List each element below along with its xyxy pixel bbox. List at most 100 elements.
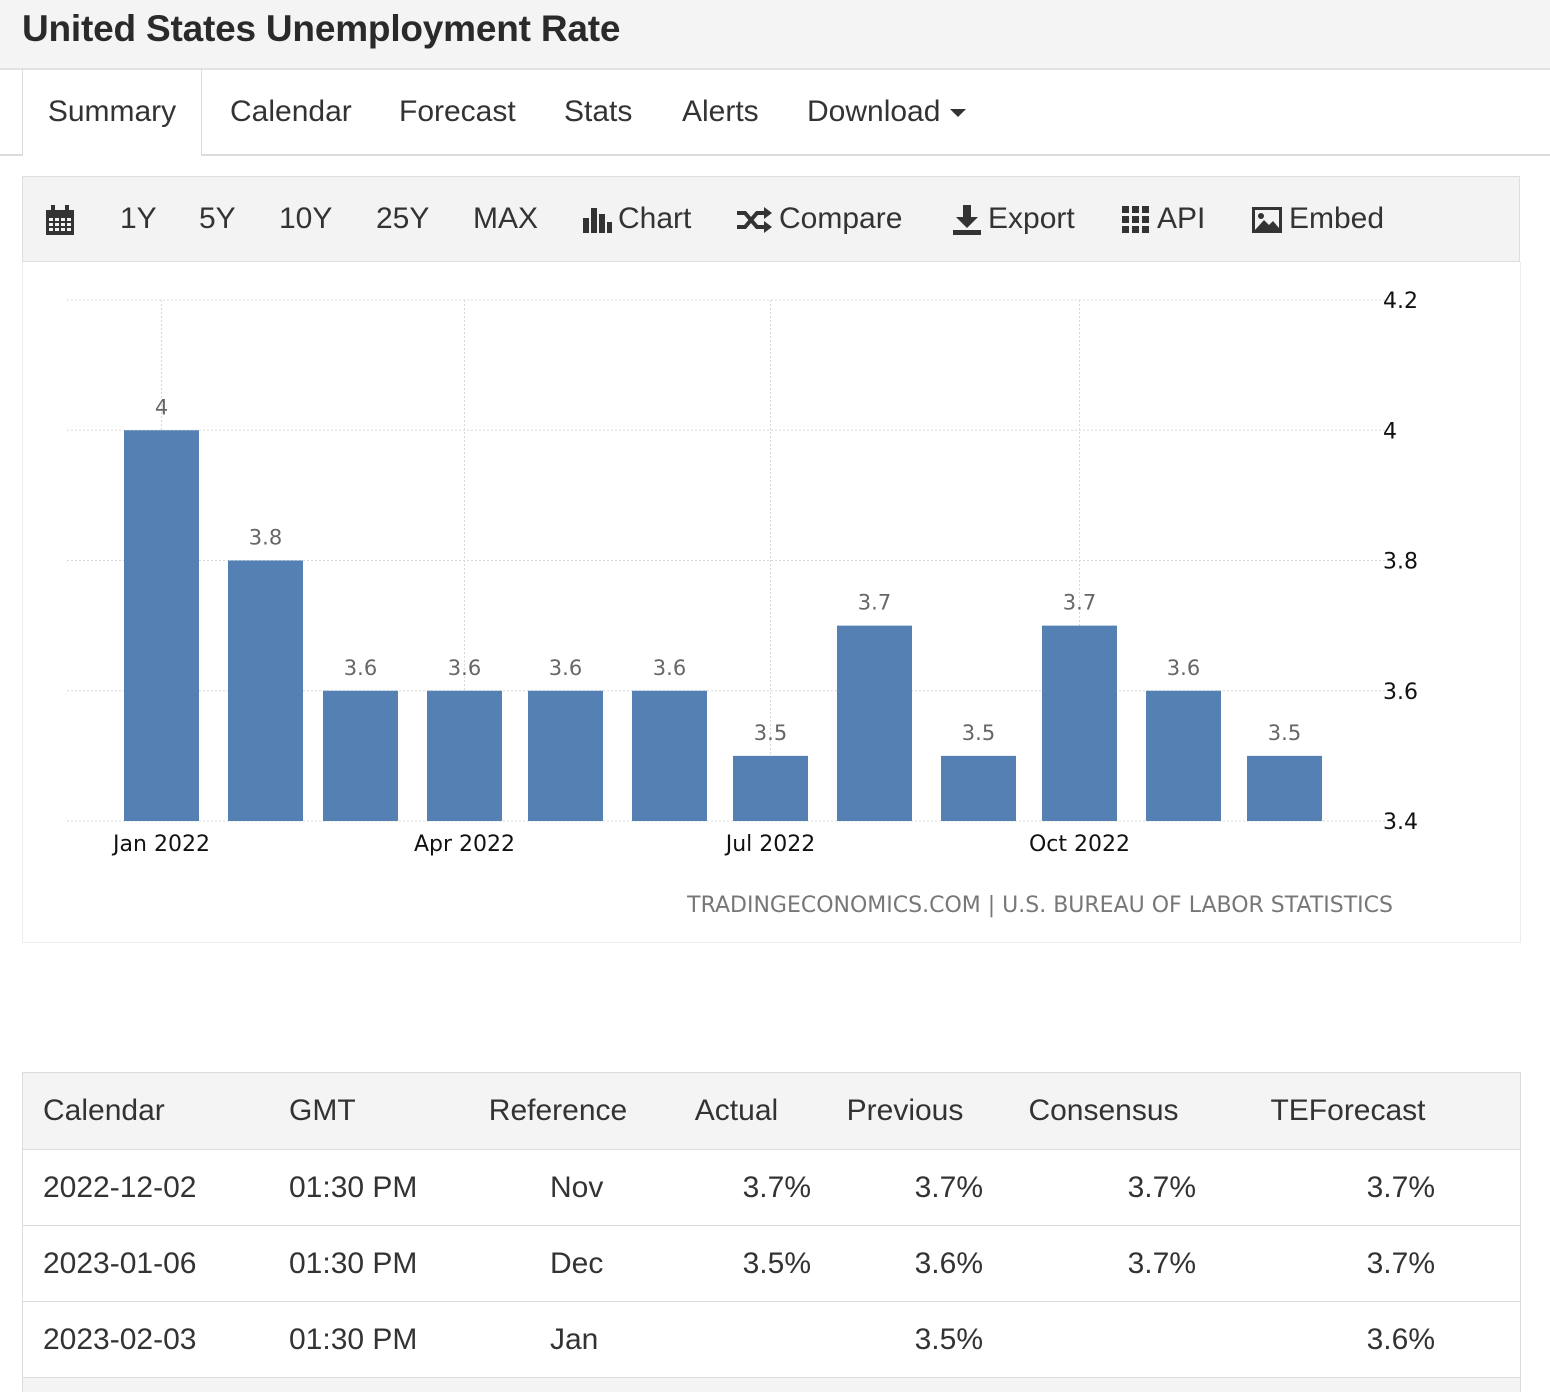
x-tick-label: Oct 2022: [1029, 832, 1130, 857]
bar-chart-icon: [582, 206, 612, 234]
cell-teforecast: 3.7%: [1216, 1226, 1520, 1302]
tab-stats[interactable]: Stats: [564, 70, 632, 154]
tab-summary[interactable]: Summary: [22, 70, 202, 156]
cell-reference: Dec: [462, 1226, 654, 1302]
x-tick-label: Jul 2022: [724, 832, 816, 857]
y-tick-label: 3.4: [1383, 810, 1418, 835]
cell-reference: Nov: [462, 1150, 654, 1226]
cell-teforecast: 3.6%: [1216, 1302, 1520, 1378]
bar: [124, 430, 199, 821]
page-title: United States Unemployment Rate: [22, 8, 620, 50]
bar: [228, 561, 303, 822]
bar-data-label: 3.6: [344, 656, 377, 680]
chart-source-credit: TRADINGECONOMICS.COM | U.S. BUREAU OF LA…: [686, 893, 1393, 918]
bar-data-label: 3.6: [549, 656, 582, 680]
y-tick-label: 3.6: [1383, 680, 1418, 705]
bar: [323, 691, 398, 821]
bar: [733, 756, 808, 821]
bar-data-label: 3.5: [962, 721, 995, 745]
col-header-previous: Previous: [819, 1073, 991, 1150]
cell-actual: 3.7%: [654, 1150, 819, 1226]
tab-forecast[interactable]: Forecast: [399, 70, 516, 154]
bar-data-label: 3.8: [249, 526, 282, 550]
cell-previous: 3.5%: [819, 1302, 991, 1378]
col-header-consensus: Consensus: [991, 1073, 1216, 1150]
bar-data-label: 3.6: [653, 656, 686, 680]
col-header-reference: Reference: [462, 1073, 654, 1150]
cell-gmt: 01:30 PM: [277, 1302, 462, 1378]
col-header-gmt: GMT: [277, 1073, 462, 1150]
export-button[interactable]: Export: [952, 177, 1075, 261]
tab-bar: Summary Calendar Forecast Stats Alerts D…: [0, 70, 1550, 156]
range-5y-button[interactable]: 5Y: [199, 177, 236, 261]
bar-data-label: 3.7: [1063, 591, 1096, 615]
caret-down-icon: [950, 109, 966, 117]
col-header-calendar: Calendar: [23, 1073, 277, 1150]
table-row: 2023-02-03 01:30 PM Jan 3.5% 3.6%: [23, 1302, 1520, 1378]
title-bar: United States Unemployment Rate: [0, 0, 1550, 70]
cell-date: 2023-01-06: [23, 1226, 277, 1302]
bar: [1042, 626, 1117, 821]
embed-label: Embed: [1289, 202, 1384, 235]
chart-type-button[interactable]: Chart: [582, 177, 691, 261]
table-row: 2022-12-02 01:30 PM Nov 3.7% 3.7% 3.7% 3…: [23, 1150, 1520, 1226]
compare-button[interactable]: Compare: [735, 177, 902, 261]
bar-data-label: 4: [155, 395, 168, 419]
shuffle-icon: [735, 206, 773, 234]
x-tick-label: Apr 2022: [414, 832, 515, 857]
grid-icon: [1121, 205, 1151, 235]
chart-toolbar: 1Y 5Y 10Y 25Y MAX Chart Compare Export: [22, 176, 1520, 262]
range-1y-button[interactable]: 1Y: [120, 177, 157, 261]
cell-previous: 3.6%: [819, 1226, 991, 1302]
export-label: Export: [988, 202, 1075, 235]
cell-consensus: 3.7%: [991, 1150, 1216, 1226]
cell-actual: [654, 1302, 819, 1378]
bar: [941, 756, 1016, 821]
image-icon: [1251, 206, 1283, 234]
cell-gmt: 01:30 PM: [277, 1226, 462, 1302]
bar: [528, 691, 603, 821]
bar-data-label: 3.5: [1268, 721, 1301, 745]
tab-alerts[interactable]: Alerts: [682, 70, 759, 154]
tab-download-label: Download: [807, 95, 940, 128]
bar: [427, 691, 502, 821]
api-button[interactable]: API: [1121, 177, 1205, 261]
bar: [1247, 756, 1322, 821]
cell-consensus: [991, 1302, 1216, 1378]
download-icon: [952, 204, 982, 236]
bar-data-label: 3.7: [858, 591, 891, 615]
x-tick-label: Jan 2022: [111, 832, 210, 857]
unemployment-bar-chart: 4.2 4 3.8 3.6 3.4 4 3.8 3.6 3.6 3.6 3.6 3.5 3.7 3.5 3.…: [23, 262, 1520, 942]
table-row: 2023-01-06 01:30 PM Dec 3.5% 3.6% 3.7% 3…: [23, 1226, 1520, 1302]
cell-gmt: 01:30 PM: [277, 1150, 462, 1226]
bar-data-label: 3.6: [448, 656, 481, 680]
bar: [1146, 691, 1221, 821]
tab-calendar[interactable]: Calendar: [230, 70, 352, 154]
chart-label: Chart: [618, 202, 691, 235]
y-tick-label: 4.2: [1383, 289, 1418, 314]
cell-previous: 3.7%: [819, 1150, 991, 1226]
range-10y-button[interactable]: 10Y: [279, 177, 332, 261]
col-header-teforecast: TEForecast: [1216, 1073, 1520, 1150]
y-tick-label: 3.8: [1383, 550, 1418, 575]
cell-date: 2022-12-02: [23, 1150, 277, 1226]
cell-consensus: 3.7%: [991, 1226, 1216, 1302]
range-25y-button[interactable]: 25Y: [376, 177, 429, 261]
bar-data-label: 3.6: [1167, 656, 1200, 680]
cell-date: 2023-02-03: [23, 1302, 277, 1378]
cell-actual: 3.5%: [654, 1226, 819, 1302]
range-max-button[interactable]: MAX: [473, 177, 538, 261]
compare-label: Compare: [779, 202, 902, 235]
embed-button[interactable]: Embed: [1251, 177, 1384, 261]
cell-reference: Jan: [462, 1302, 654, 1378]
calendar-icon: [45, 204, 75, 236]
calendar-picker-button[interactable]: [45, 177, 81, 261]
tab-download[interactable]: Download: [807, 70, 966, 154]
y-tick-label: 4: [1383, 419, 1397, 444]
col-header-actual: Actual: [654, 1073, 819, 1150]
chart-container: 4.2 4 3.8 3.6 3.4 4 3.8 3.6 3.6 3.6 3.6 3.5 3.7 3.5 3.…: [22, 262, 1521, 943]
bar: [837, 626, 912, 821]
cell-teforecast: 3.7%: [1216, 1150, 1520, 1226]
table-header-row: Calendar GMT Reference Actual Previous C…: [23, 1073, 1520, 1150]
calendar-table: Calendar GMT Reference Actual Previous C…: [22, 1072, 1521, 1392]
